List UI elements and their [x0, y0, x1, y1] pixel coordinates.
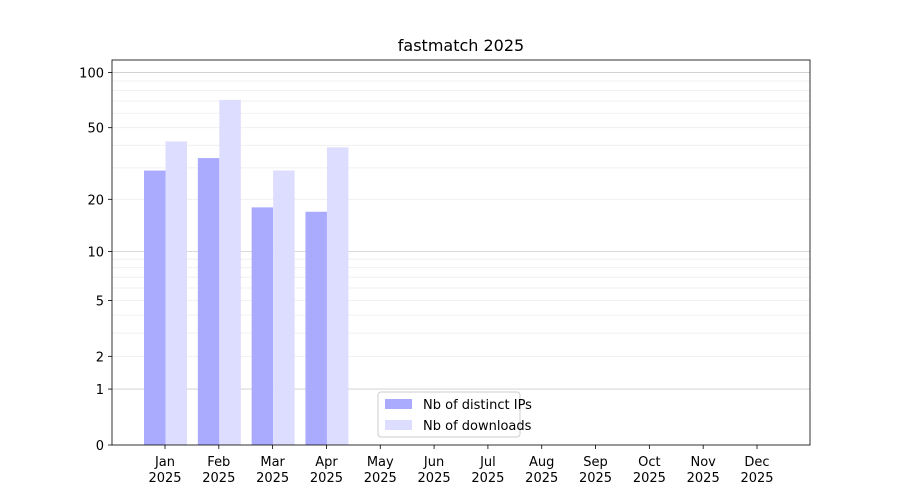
x-tick-label: Mar 2025: [256, 455, 289, 486]
bar: [305, 211, 327, 445]
bar: [219, 99, 241, 445]
y-tick-label: 20: [87, 193, 104, 208]
y-tick-label: 2: [96, 350, 104, 365]
y-tick-label: 1: [96, 383, 104, 398]
legend-label: Nb of downloads: [423, 419, 532, 434]
bar: [273, 170, 295, 445]
legend-label: Nb of distinct IPs: [423, 398, 532, 413]
bar: [165, 141, 187, 445]
plot-frame: [111, 59, 811, 446]
x-tick-label: Jul 2025: [471, 455, 504, 486]
legend-box: [377, 391, 521, 438]
x-tick-label: Oct 2025: [633, 455, 666, 486]
legend-swatch: [385, 399, 412, 409]
x-tick-label: Aug 2025: [525, 455, 558, 486]
y-tick-label: 10: [87, 245, 104, 260]
y-tick-label: 5: [96, 294, 104, 309]
legend-swatch: [385, 420, 412, 430]
x-tick-label: Jun 2025: [418, 455, 451, 486]
bar: [251, 207, 274, 445]
bar: [197, 158, 220, 445]
x-tick-label: Nov 2025: [687, 455, 720, 486]
x-tick-label: Apr 2025: [310, 455, 343, 486]
x-tick-label: Sep 2025: [579, 455, 612, 486]
y-tick-label: 50: [87, 122, 104, 137]
bar: [326, 147, 349, 445]
chart-title: fastmatch 2025: [398, 36, 524, 55]
bar: [144, 170, 166, 445]
y-tick-label: 0: [96, 439, 104, 454]
y-tick-label: 100: [79, 67, 104, 82]
x-tick-label: May 2025: [364, 455, 397, 486]
x-tick-label: Jan 2025: [148, 455, 181, 486]
x-tick-label: Feb 2025: [202, 455, 235, 486]
x-tick-label: Dec 2025: [740, 455, 773, 486]
